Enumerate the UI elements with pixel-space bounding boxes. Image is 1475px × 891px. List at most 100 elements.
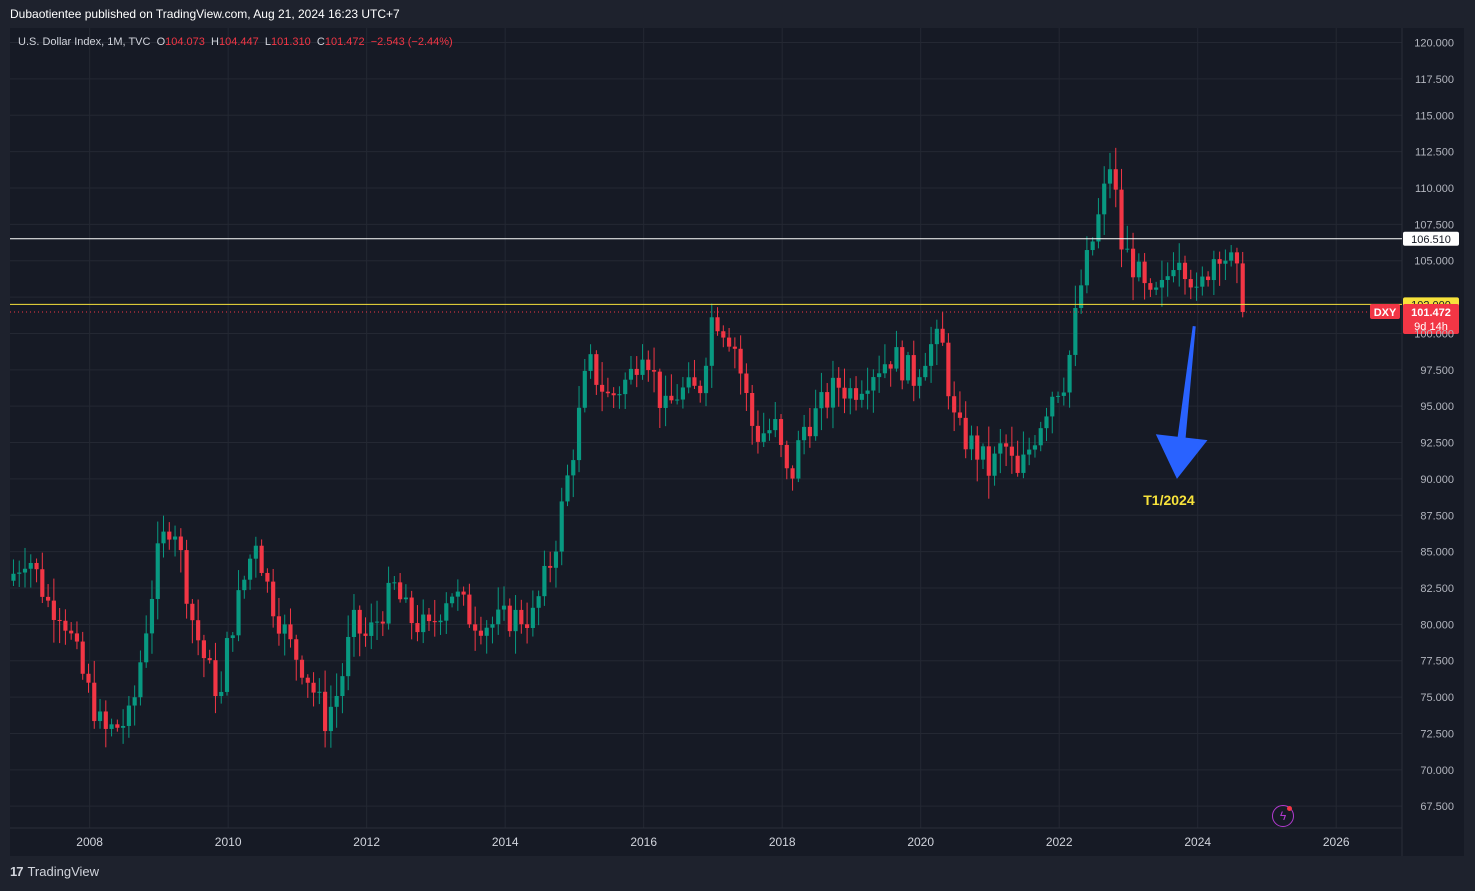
candle-body	[501, 605, 507, 610]
candle-body	[248, 558, 253, 580]
candle-body	[473, 624, 478, 631]
y-tick-label: 112.500	[1415, 147, 1454, 159]
candle-body	[92, 682, 97, 722]
candle-body	[1229, 252, 1234, 261]
candle-body	[1009, 446, 1014, 456]
y-tick-label: 82.500	[1420, 583, 1454, 595]
candle-body	[778, 419, 784, 445]
candle-body	[703, 365, 709, 394]
candle-body	[190, 603, 195, 621]
candle-body	[11, 573, 16, 581]
candle-body	[351, 609, 357, 637]
candle-body	[657, 371, 662, 408]
candle-body	[426, 614, 432, 622]
candle-body	[911, 355, 916, 386]
candle-body	[882, 364, 887, 374]
candle-body	[877, 373, 882, 378]
candle-body	[80, 641, 85, 674]
lightning-icon[interactable]: ϟ	[1272, 805, 1294, 827]
candle-body	[167, 531, 172, 540]
candle-body	[305, 677, 310, 683]
candle-body	[1194, 286, 1199, 288]
candle-body	[952, 396, 957, 413]
candle-body	[1032, 445, 1038, 450]
candle-body	[802, 426, 807, 441]
candle-body	[600, 384, 605, 392]
candle-body	[196, 620, 201, 641]
candle-body	[900, 347, 905, 381]
candle-body	[144, 633, 149, 663]
candle-body	[340, 676, 345, 696]
candle-body	[1154, 287, 1159, 290]
candle-body	[1234, 252, 1240, 264]
candle-body	[230, 635, 235, 639]
candle-body	[1182, 262, 1188, 280]
candle-body	[640, 359, 645, 375]
candle-body	[1084, 250, 1089, 286]
candle-body	[478, 630, 484, 636]
candle-body	[548, 565, 553, 568]
candle-body	[403, 597, 408, 600]
symbol-tag-box	[1370, 304, 1400, 320]
candle-body	[813, 408, 818, 437]
candle-body	[530, 607, 535, 628]
candle-body	[149, 598, 155, 634]
candle-body	[513, 609, 518, 632]
candle-body	[819, 392, 824, 409]
candle-body	[334, 695, 339, 707]
close-value: 101.472	[324, 36, 365, 48]
candle-body	[923, 365, 928, 378]
y-tick-label: 72.500	[1420, 728, 1454, 740]
price-tag-value: 101.472	[1411, 307, 1451, 319]
y-tick-label: 75.000	[1420, 692, 1454, 704]
candle-body	[905, 355, 911, 381]
candle-body	[721, 331, 726, 338]
candle-body	[259, 545, 264, 573]
candle-body	[1136, 261, 1141, 278]
candle-body	[1119, 189, 1124, 250]
candle-body	[253, 545, 258, 559]
candle-body	[623, 379, 628, 395]
candle-body	[859, 393, 864, 400]
candle-body	[380, 621, 385, 624]
price-tag-countdown: 9d 14h	[1414, 321, 1448, 333]
candle-body	[732, 346, 737, 349]
candle-body	[559, 501, 564, 552]
candle-body	[519, 609, 524, 625]
candle-body	[842, 387, 847, 399]
candle-body	[565, 475, 570, 502]
candle-body	[1073, 308, 1078, 355]
candle-body	[796, 440, 801, 479]
candle-body	[709, 317, 714, 366]
candle-body	[265, 572, 270, 582]
low-label: L	[264, 36, 271, 48]
candle-body	[917, 377, 922, 386]
candle-body	[34, 562, 39, 570]
candle-body	[865, 390, 870, 394]
candle-body	[126, 705, 131, 726]
candle-body	[963, 417, 968, 450]
candle-body	[986, 446, 991, 476]
y-tick-label: 110.000	[1415, 183, 1454, 195]
candle-body	[346, 636, 351, 677]
candle-body	[40, 569, 45, 597]
candle-body	[1130, 248, 1136, 278]
candle-body	[155, 543, 160, 599]
candle-body	[109, 724, 114, 729]
candle-body	[611, 393, 616, 396]
y-tick-label: 97.500	[1420, 365, 1454, 377]
candle-body	[311, 682, 316, 693]
candle-body	[957, 412, 963, 418]
tradingview-logo[interactable]: 17 TradingView	[10, 864, 99, 879]
candle-body	[807, 426, 812, 437]
candle-body	[675, 399, 680, 401]
candle-body	[1102, 183, 1107, 215]
y-tick-label: 95.000	[1420, 401, 1454, 413]
y-tick-label: 115.000	[1415, 110, 1454, 122]
candle-body	[432, 621, 437, 623]
candle-body	[46, 596, 51, 601]
candle-body	[386, 582, 391, 624]
candle-body	[1061, 392, 1066, 396]
